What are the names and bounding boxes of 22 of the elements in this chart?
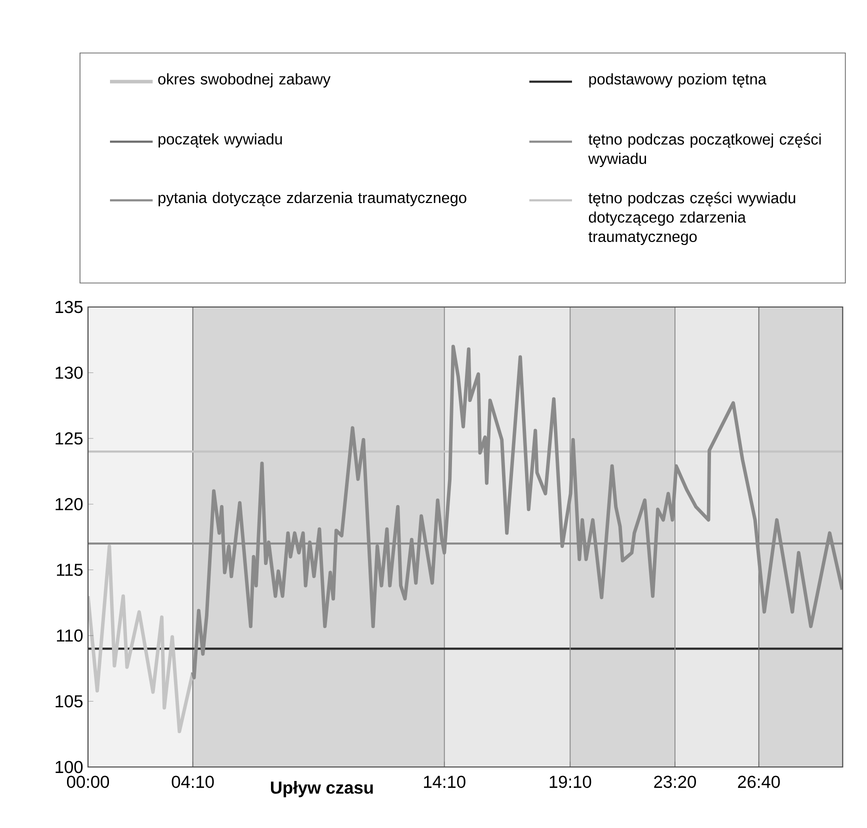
x-tick-label: 19:10	[550, 776, 592, 788]
x-axis-title: Upływ czasu	[270, 781, 373, 798]
x-tick-label: 23:20	[654, 776, 696, 788]
legend-label: początek wywiadu	[158, 133, 282, 148]
x-tick-label: 26:40	[738, 776, 780, 788]
x-tick-label: 04:10	[172, 776, 214, 788]
y-tick-label: 130	[56, 366, 83, 379]
line-series	[88, 544, 195, 734]
y-tick-label: 100	[56, 760, 83, 774]
y-tick-label: 135	[56, 300, 83, 314]
y-tick-label: 105	[56, 695, 83, 708]
legend-label: tętno podczas części wywiadu dotyczącego zdarzenia traumatycznego	[588, 192, 796, 246]
x-tick-label: 00:00	[66, 776, 110, 788]
legend-label: okres swobodnej zabawy	[158, 73, 331, 88]
y-tick-label: 110	[56, 629, 83, 642]
x-tick-label: 14:10	[424, 776, 466, 788]
legend-label: podstawowy poziom tętna	[589, 73, 766, 88]
legend-label: tętno podczas początkowej części wywiadu	[588, 133, 821, 168]
y-tick-label: 125	[56, 432, 83, 445]
y-tick-label: 115	[56, 564, 83, 576]
legend-label: pytania dotyczące zdarzenia traumatycznego	[158, 192, 466, 206]
y-tick-label: 120	[56, 498, 83, 510]
